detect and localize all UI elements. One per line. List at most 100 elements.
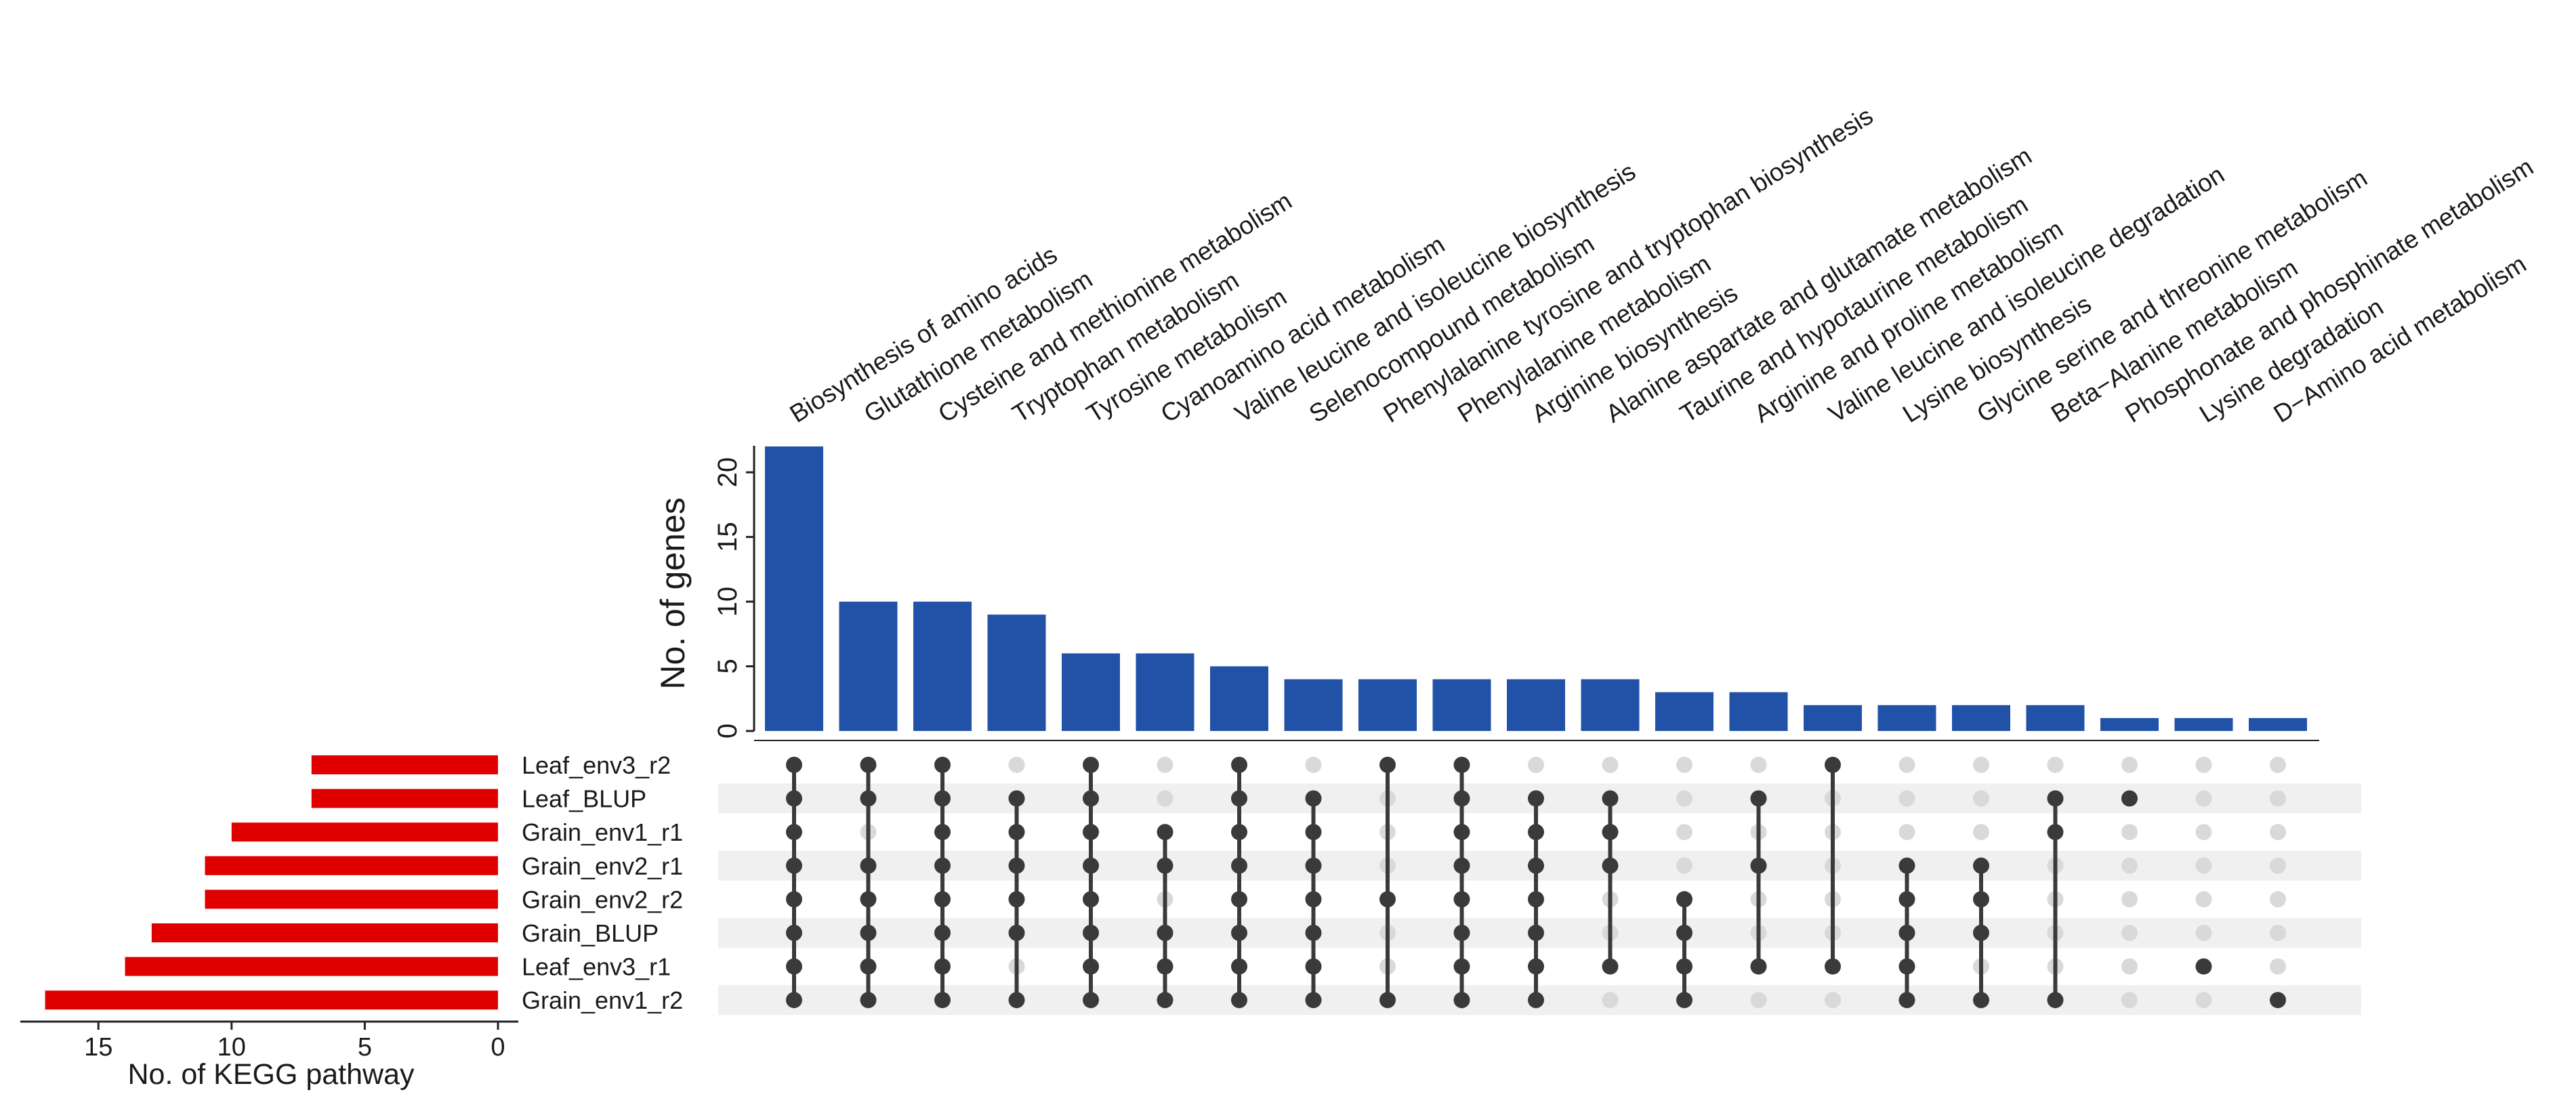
matrix-dot-active [1008,790,1025,807]
set-size-bar [231,822,498,842]
matrix-dot-active [1602,857,1619,874]
intersection-bar [1655,692,1713,731]
matrix-dot-active [1973,891,1989,908]
intersection-bar [1358,679,1417,731]
matrix-dot-active [860,891,877,908]
matrix-dot-inactive [1602,992,1619,1009]
set-label: Leaf_env3_r2 [522,751,671,779]
intersection-bar [1284,679,1343,731]
matrix-dot-inactive [1008,757,1025,773]
matrix-dot-inactive [1898,790,1915,807]
matrix-dot-inactive [2121,925,2138,941]
matrix-dot-active [1231,790,1247,807]
set-label: Grain_env2_r2 [522,885,683,913]
matrix-dot-active [1750,790,1767,807]
matrix-dot-active [1083,925,1099,941]
set-size-bars [45,755,498,1010]
set-size-bar [205,856,498,875]
matrix-dot-active [860,857,877,874]
matrix-dot-inactive [2270,857,2286,874]
matrix-dot-active [860,925,877,941]
intersection-bar [1210,666,1268,731]
intersection-bar [2100,717,2159,731]
matrix-dot-active [1528,891,1544,908]
matrix-dot-active [1528,824,1544,841]
matrix-dot-active [1453,824,1470,841]
set-label: Leaf_env3_r1 [522,953,671,981]
matrix-dot-active [1083,790,1099,807]
set-label: Grain_BLUP [522,919,659,947]
y-tick-label: 5 [713,658,743,673]
matrix-dot-active [934,992,951,1009]
matrix-dot-active [1825,958,1841,975]
intersection-bar [1507,679,1565,731]
matrix-dot-active [1453,857,1470,874]
matrix-dot-active [1898,958,1915,975]
matrix-dot-inactive [2121,891,2138,908]
matrix-dot-inactive [2121,958,2138,975]
matrix-dot-active [934,857,951,874]
matrix-dot-active [1602,790,1619,807]
matrix-dot-active [2047,790,2064,807]
matrix-dot-active [1528,958,1544,975]
matrix-dot-inactive [1157,757,1173,773]
set-size-bar [125,957,498,976]
matrix-dot-inactive [2195,790,2212,807]
matrix-dot-active [1083,992,1099,1009]
matrix-dot-active [1453,925,1470,941]
matrix-dot-inactive [2195,857,2212,874]
set-label: Leaf_BLUP [522,785,646,813]
matrix-dot-active [1528,992,1544,1009]
matrix-dot-active [1231,925,1247,941]
intersection-bar [1062,653,1120,731]
intersection-bar [2174,717,2233,731]
matrix-dot-inactive [1898,824,1915,841]
matrix-dot-active [1157,992,1173,1009]
intersection-bar [913,602,972,731]
matrix-dot-active [786,824,802,841]
matrix-dot-inactive [2195,824,2212,841]
matrix-dot-active [934,891,951,908]
matrix-dot-active [1157,925,1173,941]
set-label: Grain_env1_r2 [522,986,683,1014]
matrix-dot-inactive [2195,925,2212,941]
matrix-dot-active [1305,891,1322,908]
matrix-dot-active [1898,925,1915,941]
intersection-bar [1432,679,1491,731]
y-tick-label: 0 [713,724,743,738]
matrix-dot-active [860,958,877,975]
matrix-dot-active [1676,958,1692,975]
matrix-dot-active [1453,891,1470,908]
matrix-dot-inactive [2270,958,2286,975]
matrix-dot-active [1231,757,1247,773]
matrix-dot-active [934,925,951,941]
set-axis-tick-label: 15 [84,1033,112,1062]
matrix-dot-active [1008,857,1025,874]
matrix-dot-active [1008,891,1025,908]
intersection-bar [2026,705,2085,731]
intersection-bar [1729,692,1788,731]
matrix-dot-active [1528,790,1544,807]
matrix-dot-active [1157,857,1173,874]
matrix-dot-active [934,824,951,841]
matrix-dot-inactive [1825,992,1841,1009]
matrix-dot-active [1083,891,1099,908]
matrix-dot-active [1528,925,1544,941]
matrix-dot-inactive [2270,790,2286,807]
matrix-dot-active [1305,992,1322,1009]
matrix-dot-inactive [1676,790,1692,807]
intersection-bar [765,446,823,731]
matrix-dot-active [1305,958,1322,975]
matrix-dot-active [1676,992,1692,1009]
matrix-dot-inactive [2121,857,2138,874]
matrix-dot-inactive [2195,992,2212,1009]
intersection-axis: No. of genes 0 5 10 15 20 [654,446,2319,741]
matrix-dot-inactive [1676,757,1692,773]
matrix-dot-active [860,790,877,807]
matrix-dot-active [786,992,802,1009]
matrix-dot-active [1008,925,1025,941]
matrix-dot-active [786,891,802,908]
intersection-bar [2249,717,2307,731]
